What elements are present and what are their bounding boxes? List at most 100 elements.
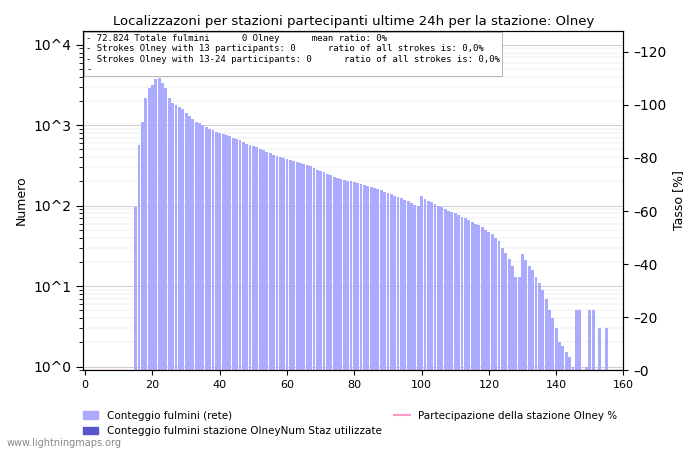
Bar [464, 218, 467, 450]
Bar [211, 130, 214, 450]
Legend: Conteggio fulmini (rete), Conteggio fulmini stazione OlneyNum Staz utilizzate, P: Conteggio fulmini (rete), Conteggio fulm… [78, 407, 622, 440]
Bar [447, 211, 450, 450]
Bar [383, 192, 386, 450]
Bar [528, 266, 531, 450]
Bar [487, 232, 490, 450]
Bar [363, 185, 366, 450]
Bar [144, 98, 147, 450]
Bar [218, 133, 221, 450]
Bar [377, 189, 379, 450]
Bar [323, 172, 326, 450]
Bar [427, 201, 430, 450]
Bar [491, 234, 494, 450]
Bar [504, 253, 507, 450]
Bar [198, 123, 201, 450]
Bar [225, 135, 228, 450]
Bar [158, 78, 160, 450]
Bar [568, 357, 571, 450]
Bar [501, 248, 504, 450]
Bar [484, 230, 487, 450]
Bar [437, 206, 440, 450]
Bar [555, 328, 558, 450]
Bar [215, 132, 218, 450]
Bar [451, 212, 454, 450]
Bar [265, 152, 268, 450]
Bar [252, 146, 255, 450]
Bar [481, 227, 484, 450]
Bar [407, 202, 410, 450]
Bar [346, 180, 349, 450]
Bar [336, 178, 339, 450]
Bar [474, 224, 477, 450]
Bar [578, 310, 581, 450]
Text: - 72.824 Totale fulmini      0 Olney      mean ratio: 0%
- Strokes Olney with 13: - 72.824 Totale fulmini 0 Olney mean rat… [86, 34, 500, 74]
Bar [521, 254, 524, 450]
Bar [148, 88, 150, 450]
Bar [302, 164, 305, 450]
Bar [349, 181, 352, 450]
Bar [151, 85, 154, 450]
Bar [518, 277, 521, 450]
Bar [598, 328, 601, 450]
Title: Localizzazoni per stazioni partecipanti ultime 24h per la stazione: Olney: Localizzazoni per stazioni partecipanti … [113, 15, 594, 28]
Bar [477, 225, 480, 450]
Bar [329, 175, 332, 450]
Bar [572, 367, 575, 450]
Bar [470, 222, 473, 450]
Bar [178, 107, 181, 450]
Bar [343, 180, 346, 450]
Bar [256, 148, 258, 450]
Bar [498, 241, 500, 450]
Bar [299, 163, 302, 450]
Bar [312, 168, 316, 450]
Bar [134, 207, 137, 450]
Bar [414, 205, 416, 450]
Bar [468, 220, 470, 450]
Bar [538, 283, 541, 450]
Bar [188, 116, 191, 450]
Bar [416, 207, 420, 450]
Bar [403, 200, 406, 450]
Bar [306, 165, 309, 450]
Bar [174, 105, 177, 450]
Bar [282, 158, 285, 450]
Bar [380, 190, 383, 450]
Bar [276, 156, 279, 450]
Bar [494, 238, 497, 450]
Bar [208, 129, 211, 450]
Bar [397, 197, 400, 450]
Bar [561, 346, 564, 450]
Bar [552, 318, 554, 450]
Bar [511, 266, 514, 450]
Bar [168, 98, 171, 450]
Bar [366, 186, 369, 450]
Bar [235, 139, 238, 450]
Bar [202, 125, 204, 450]
Bar [316, 170, 318, 450]
Bar [259, 148, 262, 450]
Bar [340, 179, 342, 450]
Bar [541, 290, 544, 450]
Bar [245, 144, 248, 450]
Bar [332, 176, 335, 450]
Bar [228, 136, 231, 450]
Bar [279, 157, 281, 450]
Bar [353, 182, 356, 450]
Bar [185, 113, 188, 450]
Text: www.lightningmaps.org: www.lightningmaps.org [7, 438, 122, 448]
Bar [531, 270, 534, 450]
Bar [444, 209, 447, 450]
Bar [585, 367, 588, 450]
Bar [239, 140, 241, 450]
Bar [575, 310, 577, 450]
Bar [205, 127, 208, 450]
Bar [420, 197, 423, 450]
Bar [161, 83, 164, 450]
Bar [262, 150, 265, 450]
Bar [535, 277, 538, 450]
Bar [410, 203, 413, 450]
Bar [293, 161, 295, 450]
Bar [545, 299, 547, 450]
Bar [286, 159, 288, 450]
Bar [454, 213, 456, 450]
